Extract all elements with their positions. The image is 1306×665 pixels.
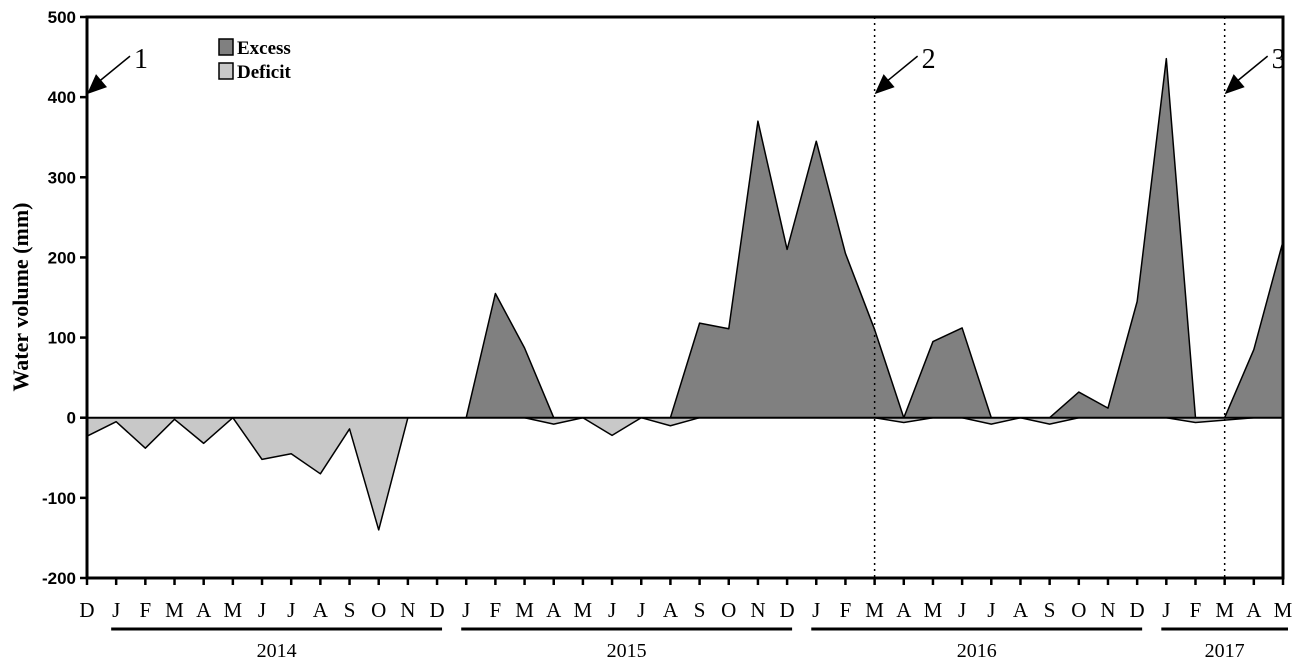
event-markers: 1 2 3 (87, 44, 1286, 95)
legend-swatch-excess (218, 38, 234, 56)
x-tick-label-0: D (79, 598, 94, 622)
marker-label-1: 1 (134, 44, 148, 75)
y-tick-label-400: 400 (48, 88, 76, 107)
x-tick-label-25: J (812, 598, 820, 622)
x-tick-label-36: D (1130, 598, 1145, 622)
plot-frame (85, 15, 1285, 580)
marker-label-3: 3 (1272, 44, 1286, 75)
y-tick-label-100: 100 (48, 329, 76, 348)
year-label-2016: 2016 (957, 640, 997, 662)
y-tick-label--100: -100 (42, 489, 76, 508)
x-tick-label-3: M (165, 598, 184, 622)
x-tick-label-21: S (694, 598, 706, 622)
x-tick-label-9: S (344, 598, 356, 622)
x-tick-label-2: F (139, 598, 151, 622)
x-tick-label-24: D (780, 598, 795, 622)
x-tick-label-39: M (1215, 598, 1234, 622)
y-axis: -200 -100 0 100 200 300 400 500 (42, 8, 87, 588)
x-tick-label-33: S (1044, 598, 1056, 622)
plot-area (85, 15, 1285, 580)
x-tick-label-19: J (637, 598, 645, 622)
y-tick-label-500: 500 (48, 8, 76, 27)
x-tick-label-1: J (112, 598, 120, 622)
x-tick-label-4: A (196, 598, 212, 622)
event-marker-1: 1 (87, 44, 148, 95)
x-tick-label-31: J (987, 598, 995, 622)
x-tick-label-10: O (371, 598, 386, 622)
y-axis-label: Water volume (mm) (8, 203, 33, 392)
x-tick-label-20: A (663, 598, 679, 622)
x-tick-label-26: F (840, 598, 852, 622)
x-tick-label-13: J (462, 598, 470, 622)
marker-label-2: 2 (922, 44, 936, 75)
marker-leader-1 (96, 55, 131, 84)
year-label-2015: 2015 (607, 640, 647, 662)
y-tick-label-0: 0 (67, 409, 76, 428)
x-tick-label-23: N (750, 598, 765, 622)
x-tick-label-30: J (958, 598, 966, 622)
marker-leader-2 (884, 55, 919, 84)
x-tick-label-12: D (429, 598, 444, 622)
year-bars: 2014 2015 2016 2017 (111, 627, 1288, 662)
legend-swatch-deficit (218, 62, 234, 80)
series-area-excess (86, 57, 1284, 419)
series-area-deficit (86, 416, 1284, 531)
x-tick-label-32: A (1013, 598, 1029, 622)
x-tick-label-40: A (1246, 598, 1262, 622)
year-label-2014: 2014 (257, 640, 297, 662)
event-marker-3: 3 (1224, 44, 1286, 95)
x-tick-label-17: M (574, 598, 593, 622)
marker-leader-3 (1234, 55, 1269, 84)
x-tick-label-38: F (1190, 598, 1202, 622)
x-tick-label-41: M (1274, 598, 1293, 622)
x-tick-label-28: A (896, 598, 912, 622)
marker-arrowhead-2 (874, 74, 895, 95)
marker-arrowhead-1 (87, 74, 107, 95)
legend-label-excess: Excess (237, 38, 291, 59)
x-tick-label-15: M (515, 598, 534, 622)
x-tick-label-34: O (1071, 598, 1086, 622)
x-tick-label-27: M (865, 598, 884, 622)
x-tick-label-18: J (608, 598, 616, 622)
y-tick-label-300: 300 (48, 168, 76, 187)
x-tick-label-11: N (400, 598, 415, 622)
marker-arrowhead-3 (1224, 74, 1245, 95)
x-tick-label-37: J (1162, 598, 1170, 622)
legend-label-deficit: Deficit (237, 62, 291, 83)
legend: Excess Deficit (218, 38, 291, 83)
x-tick-label-16: A (546, 598, 562, 622)
x-tick-label-5: M (224, 598, 243, 622)
x-tick-label-35: N (1100, 598, 1115, 622)
x-tick-label-22: O (721, 598, 736, 622)
x-tick-label-8: A (313, 598, 329, 622)
event-marker-2: 2 (874, 44, 936, 95)
x-tick-label-6: J (258, 598, 266, 622)
x-tick-label-14: F (490, 598, 502, 622)
year-label-2017: 2017 (1205, 640, 1245, 662)
x-tick-label-7: J (287, 598, 295, 622)
y-tick-label-200: 200 (48, 248, 76, 267)
x-tick-label-29: M (924, 598, 943, 622)
y-tick-label--200: -200 (42, 569, 76, 588)
